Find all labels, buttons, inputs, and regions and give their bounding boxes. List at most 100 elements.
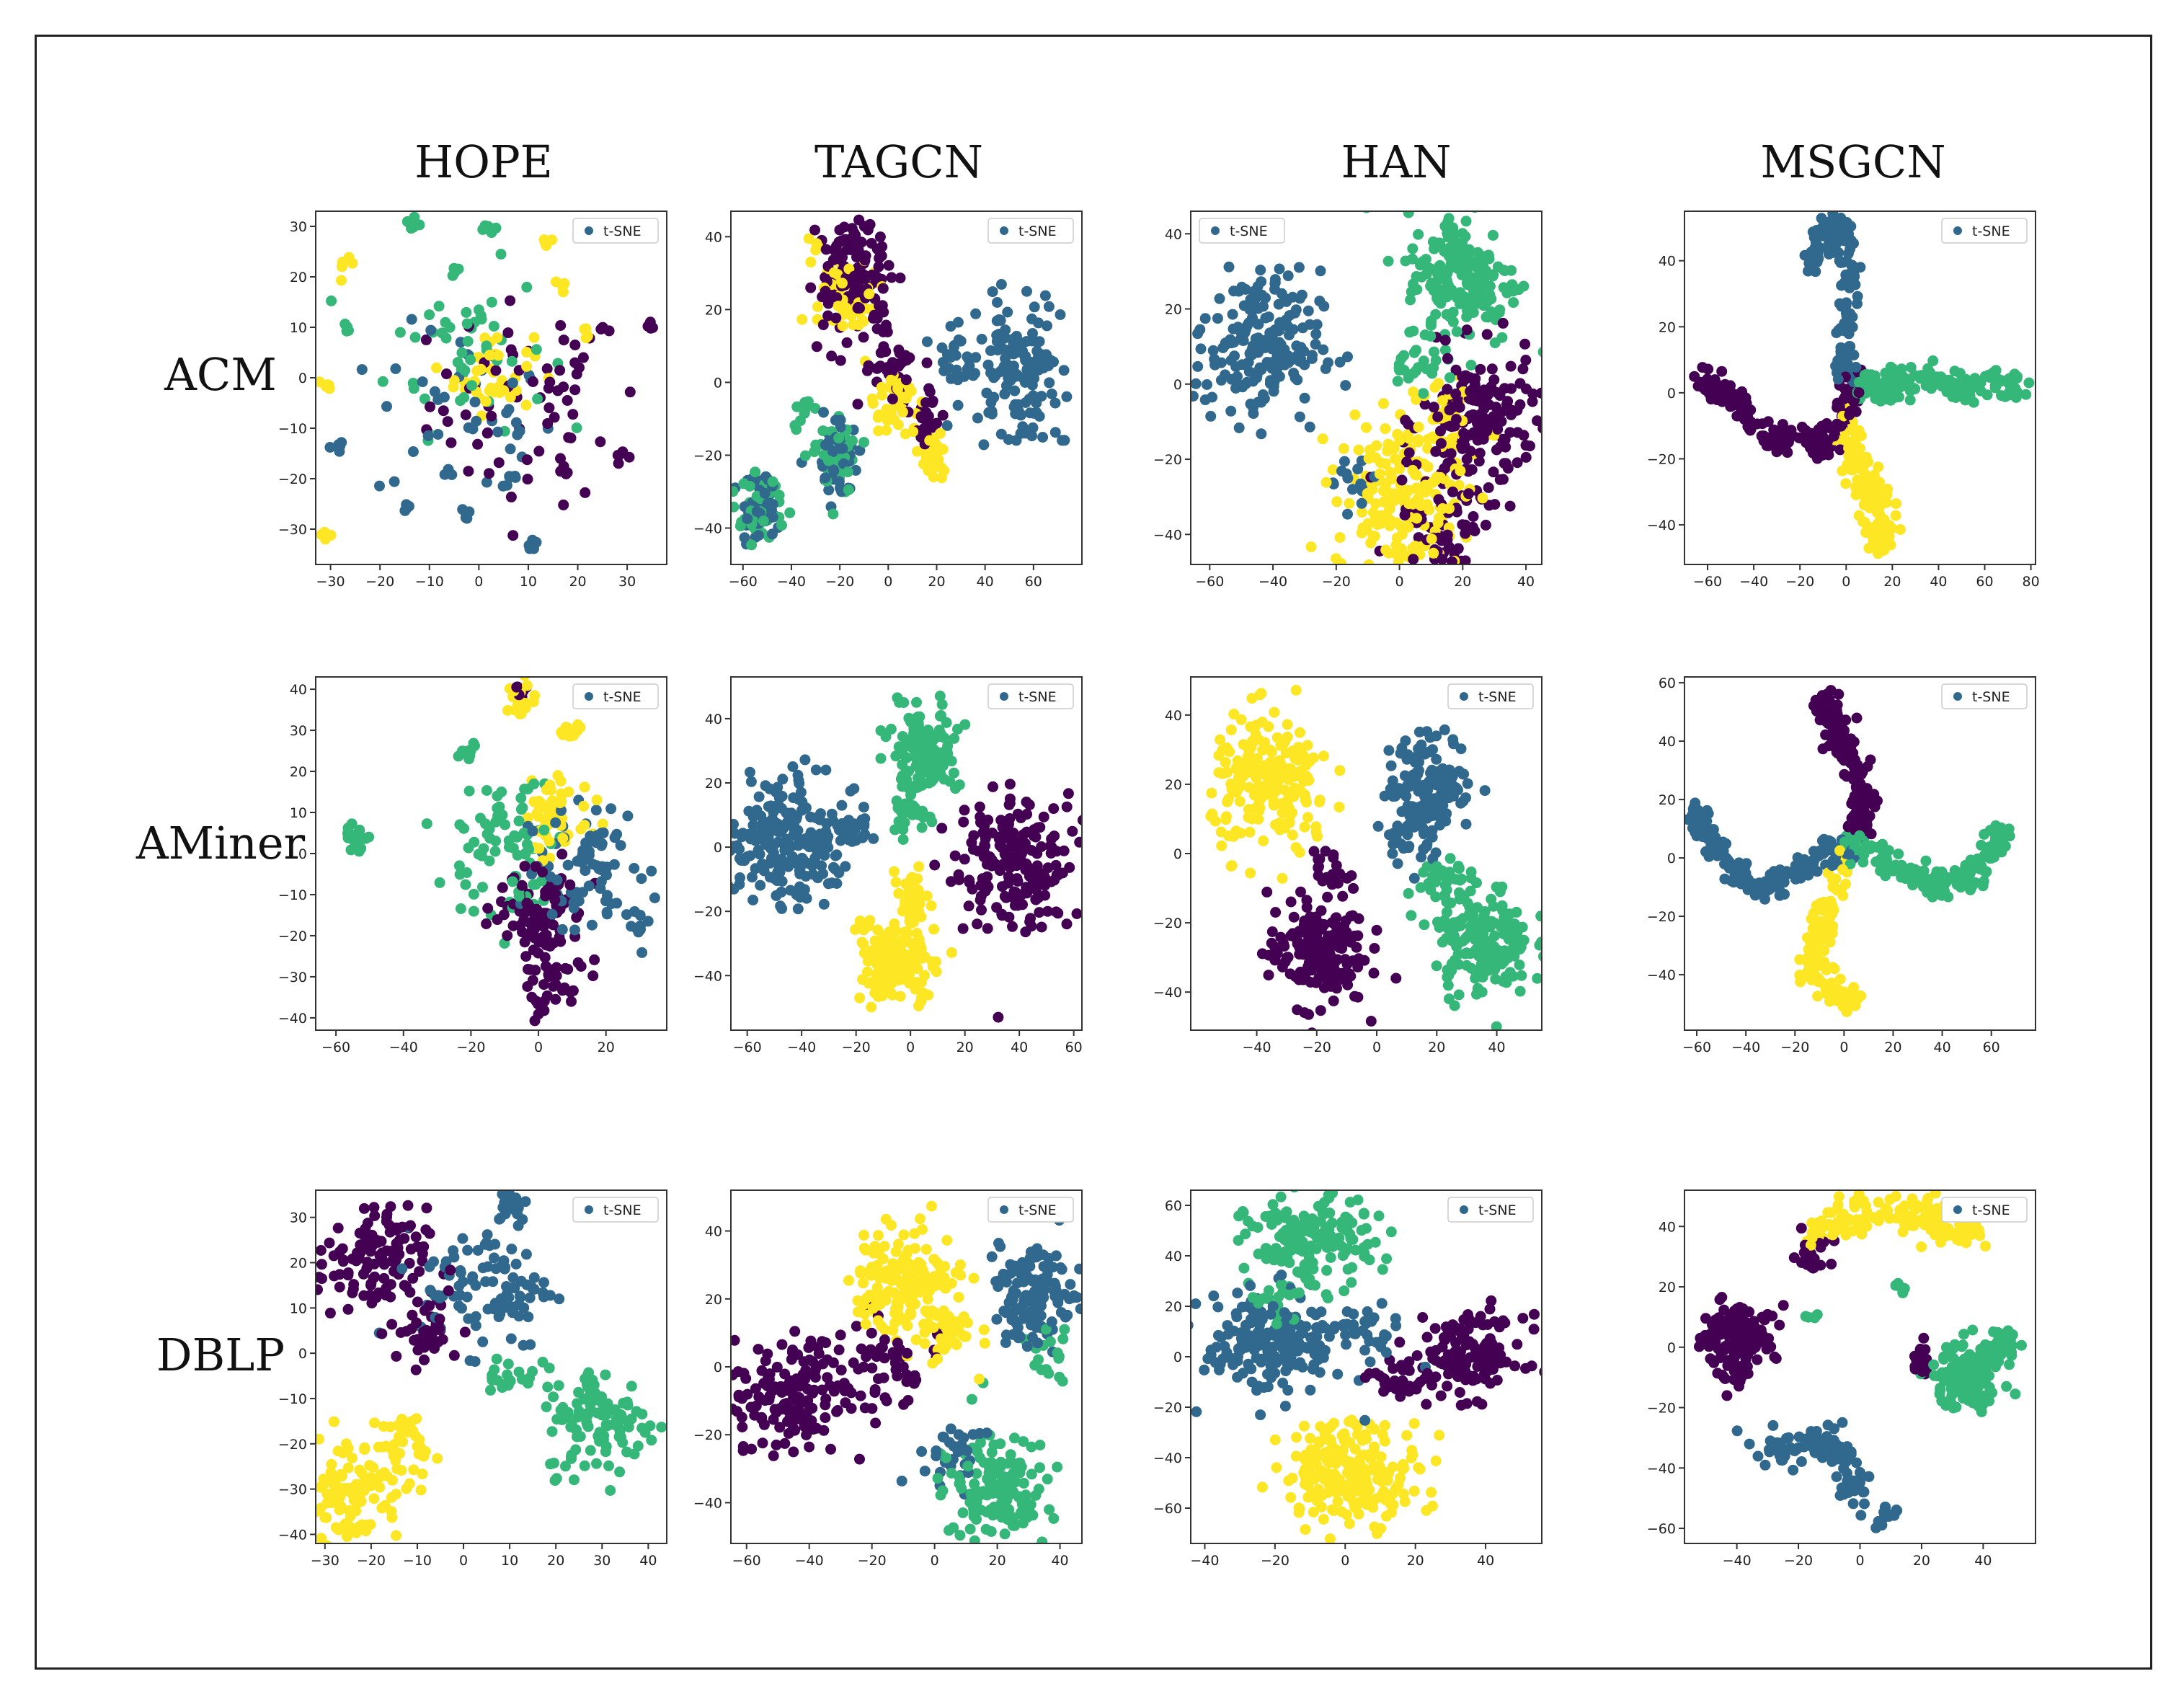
- data-point-class-0: [996, 842, 1008, 854]
- data-point-class-0: [1058, 845, 1070, 856]
- data-point-class-3: [811, 238, 822, 249]
- data-point-class-0: [841, 337, 853, 348]
- data-point-class-0: [1359, 954, 1370, 966]
- data-point-class-0: [580, 487, 591, 498]
- data-point-class-2: [1484, 280, 1496, 292]
- data-point-class-1: [593, 863, 605, 874]
- data-point-class-3: [1422, 484, 1434, 496]
- data-point-class-3: [897, 407, 908, 418]
- data-point-class-0: [1003, 877, 1014, 889]
- data-point-class-1: [1199, 313, 1211, 324]
- data-point-class-3: [854, 916, 866, 926]
- data-point-class-1: [765, 510, 777, 522]
- data-point-class-0: [493, 457, 505, 469]
- data-point-class-2: [1489, 337, 1501, 349]
- data-point-class-3: [936, 472, 948, 484]
- data-point-class-1: [492, 426, 504, 438]
- data-point-class-2: [1865, 374, 1877, 386]
- data-point-class-0: [1318, 982, 1330, 993]
- data-point-class-0: [1517, 363, 1529, 375]
- data-point-class-2: [464, 750, 476, 761]
- data-point-class-3: [1407, 464, 1419, 476]
- data-point-class-0: [1012, 808, 1024, 820]
- data-point-class-1: [764, 857, 776, 869]
- data-point-class-1: [510, 417, 522, 428]
- data-point-class-0: [1336, 943, 1348, 954]
- data-point-class-0: [1074, 836, 1082, 848]
- data-point-class-1: [777, 774, 789, 785]
- data-point-class-0: [572, 957, 584, 968]
- data-point-class-1: [1296, 289, 1308, 301]
- data-point-class-2: [1958, 385, 1969, 396]
- data-point-class-3: [1245, 867, 1256, 879]
- data-point-class-1: [1249, 303, 1261, 314]
- data-point-class-1: [1436, 787, 1447, 798]
- data-point-class-2: [1415, 882, 1426, 893]
- data-point-class-1: [985, 367, 997, 378]
- data-point-class-2: [1444, 372, 1455, 384]
- data-point-class-0: [1295, 886, 1306, 898]
- data-point-class-0: [1518, 430, 1530, 441]
- data-point-class-1: [963, 353, 974, 364]
- data-point-class-0: [558, 334, 569, 346]
- data-point-class-3: [1895, 524, 1906, 535]
- data-point-class-3: [946, 947, 957, 958]
- figure-frame: HOPE TAGCN HAN MSGCN ACM AMiner DBLP −30 −20 −10 0…: [35, 35, 2152, 1670]
- data-point-class-1: [796, 796, 808, 807]
- data-point-class-0: [522, 474, 533, 485]
- data-point-class-1: [753, 791, 765, 802]
- data-point-class-2: [326, 295, 337, 306]
- data-point-class-2: [1451, 326, 1462, 337]
- data-point-class-1: [1383, 745, 1395, 756]
- data-point-class-2: [1508, 297, 1519, 309]
- data-point-class-0: [1261, 886, 1273, 898]
- data-point-class-2: [1880, 394, 1891, 404]
- data-point-class-1: [1017, 421, 1029, 433]
- data-point-class-0: [863, 360, 874, 371]
- data-point-class-2: [463, 785, 475, 797]
- x-tick-label: −20: [365, 574, 394, 590]
- data-point-class-2: [910, 725, 922, 736]
- data-point-class-1: [1256, 428, 1267, 440]
- data-point-class-1: [389, 476, 400, 487]
- data-point-class-1: [1282, 270, 1294, 282]
- data-point-class-0: [820, 244, 832, 255]
- data-point-class-2: [935, 709, 946, 721]
- data-point-class-2: [1435, 298, 1447, 309]
- data-point-class-3: [879, 966, 891, 978]
- data-point-class-1: [801, 892, 812, 904]
- data-point-class-3: [1264, 745, 1276, 756]
- data-point-class-0: [923, 410, 934, 422]
- y-tick-label: 30: [290, 723, 307, 739]
- x-tick-label: 0: [884, 574, 892, 590]
- data-point-class-2: [1538, 951, 1542, 962]
- data-point-class-1: [1408, 872, 1420, 884]
- data-point-class-3: [1837, 465, 1848, 477]
- data-point-class-1: [1229, 350, 1240, 362]
- data-point-class-1: [1230, 361, 1242, 373]
- points-group: [1205, 684, 1542, 1030]
- data-point-class-2: [477, 882, 488, 893]
- data-point-class-3: [890, 877, 902, 888]
- data-point-class-1: [1046, 389, 1057, 399]
- y-tick-label: 10: [290, 805, 307, 821]
- data-point-class-0: [1461, 324, 1473, 336]
- data-point-class-3: [1282, 719, 1293, 730]
- data-point-class-0: [1038, 811, 1049, 823]
- data-point-class-2: [469, 836, 480, 848]
- data-point-class-2: [1979, 371, 1991, 382]
- data-point-class-2: [897, 824, 909, 835]
- data-point-class-3: [907, 977, 919, 988]
- data-point-class-2: [2023, 377, 2035, 389]
- data-point-class-1: [622, 810, 634, 822]
- x-tick-label: −60: [1693, 574, 1722, 590]
- data-point-class-1: [1832, 222, 1843, 234]
- data-point-class-3: [1261, 779, 1272, 791]
- data-point-class-3: [1375, 593, 1385, 604]
- y-tick-label: 0: [1173, 846, 1182, 862]
- data-point-class-0: [1341, 958, 1353, 970]
- data-point-class-2: [1444, 853, 1456, 864]
- data-point-class-1: [823, 484, 835, 496]
- data-point-class-3: [884, 986, 896, 998]
- data-point-class-2: [1481, 940, 1492, 952]
